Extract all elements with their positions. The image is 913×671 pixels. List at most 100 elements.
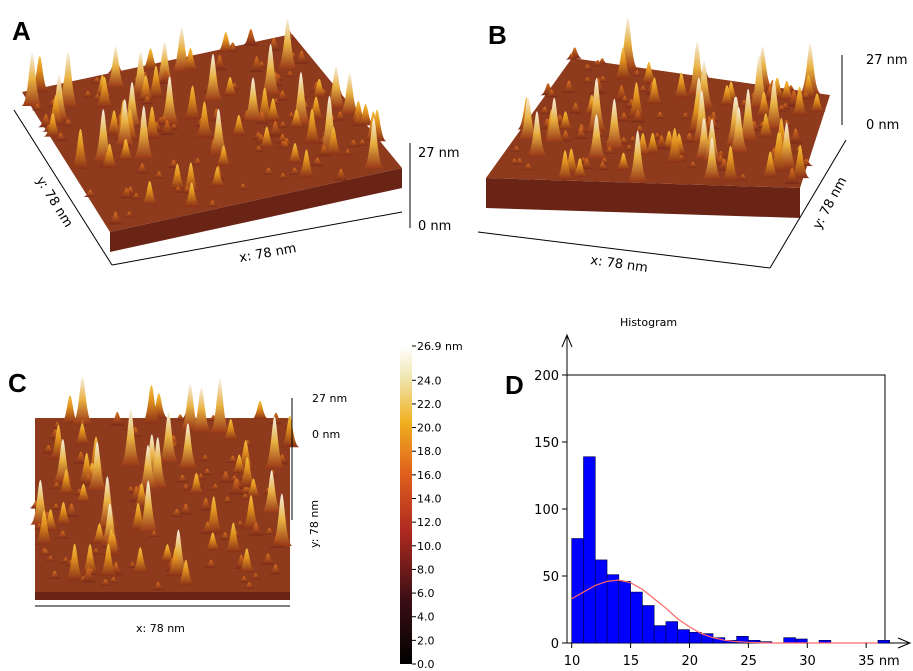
surface-peak — [180, 47, 200, 71]
surface-peak — [89, 548, 103, 555]
surface-peak — [276, 172, 290, 180]
surface-peak — [293, 50, 311, 64]
colorbar-tick-label: 14.0 — [417, 492, 442, 505]
surface-peak — [43, 112, 63, 137]
surface-peak — [199, 521, 217, 534]
bar — [653, 625, 667, 644]
surface-peak — [754, 91, 774, 117]
surface-peak — [194, 101, 215, 139]
surface-peak — [34, 510, 55, 545]
surface-peak — [623, 144, 636, 151]
surface-peak — [129, 192, 143, 200]
z-label: 0 nm — [418, 219, 451, 234]
surface-peak — [208, 379, 231, 433]
colorbar-tick-label: 20.0 — [417, 422, 442, 435]
surface-peak — [197, 497, 215, 511]
plot-frame — [567, 374, 886, 643]
surface-peak — [217, 471, 235, 483]
surface-peak — [799, 43, 821, 94]
surface-peak — [259, 43, 282, 95]
surface-peak — [137, 480, 160, 532]
surface-peak — [139, 96, 155, 104]
surface-peak — [310, 78, 329, 98]
axis-line — [477, 231, 771, 269]
surface-peak — [247, 522, 265, 536]
surface-peak — [664, 128, 685, 164]
surface-peak — [40, 444, 57, 454]
surface-peak — [247, 56, 266, 72]
bar — [665, 621, 679, 644]
surface-peak — [267, 564, 284, 575]
surface-peak — [230, 454, 249, 474]
surface-peak — [544, 89, 560, 98]
surface-peak — [99, 503, 121, 544]
surface-peak — [56, 469, 76, 495]
surface-plots — [21, 17, 830, 600]
surface-peak — [198, 454, 212, 462]
surface-peak — [226, 478, 245, 495]
surface-peak — [681, 132, 698, 143]
surface-peak — [137, 90, 154, 101]
surface-peak — [728, 107, 750, 152]
bar — [795, 638, 808, 644]
colorbar-tick-label: 4.0 — [417, 611, 435, 624]
surface-peak — [585, 114, 607, 158]
surface-peak — [537, 106, 553, 115]
surface-peak — [57, 51, 80, 107]
surface-peak — [64, 543, 85, 581]
surface-peak — [52, 439, 74, 482]
surface-peak — [341, 149, 355, 156]
axis-line — [13, 109, 113, 266]
fit-curve — [571, 579, 878, 644]
histogram: 0 50 100 150 200 10 15 20 25 30 35 nm — [534, 333, 912, 669]
surface-peak — [521, 163, 536, 171]
surface-peak — [132, 105, 155, 159]
surface-peak — [171, 186, 185, 193]
bar — [583, 456, 596, 644]
surface-peak — [53, 501, 73, 525]
z-label: 0 nm — [312, 428, 340, 441]
surface-peak — [279, 415, 300, 448]
surface-peak — [767, 132, 789, 173]
surface-peak — [59, 557, 73, 564]
surface-peak — [114, 99, 136, 145]
surface-peak — [270, 493, 293, 546]
surface-peak — [39, 549, 53, 556]
surface-peak — [21, 52, 44, 107]
surface-peak — [208, 166, 227, 187]
surface-peak — [736, 174, 750, 181]
surface-side — [486, 178, 800, 218]
axis-line — [111, 211, 403, 266]
surface-peak — [176, 559, 196, 586]
surface-peak — [240, 495, 262, 530]
x-tick-label: 20 — [681, 654, 698, 669]
surface-peak — [177, 503, 195, 515]
surface-peak — [616, 112, 632, 122]
colorbar-tick-label: 12.0 — [417, 516, 442, 529]
surface-peak — [45, 94, 66, 125]
surface-peak — [60, 119, 76, 127]
surface-peak — [220, 76, 240, 96]
surface-peak — [241, 29, 260, 46]
surface-peak — [777, 80, 796, 100]
surface-peak — [261, 470, 283, 513]
colorbar-tick-label: 18.0 — [417, 445, 442, 458]
surface-peak — [287, 109, 306, 128]
surface-peak — [80, 90, 96, 98]
surface-peak — [756, 113, 776, 138]
surface-peak — [580, 64, 595, 71]
surface-peak — [262, 528, 277, 535]
axis-label: y: 78 nm — [33, 174, 76, 230]
surface-peak — [226, 45, 240, 52]
y-tick-label: 50 — [542, 570, 559, 585]
surface-peak — [119, 409, 142, 466]
surface-peak — [556, 111, 575, 130]
surface-peak — [130, 547, 150, 573]
surface-peak — [79, 567, 98, 583]
surface-peak — [339, 72, 361, 114]
surface-peak — [179, 383, 201, 430]
surface-peak — [517, 97, 539, 140]
bar — [689, 631, 702, 644]
surface-peak — [250, 400, 270, 420]
